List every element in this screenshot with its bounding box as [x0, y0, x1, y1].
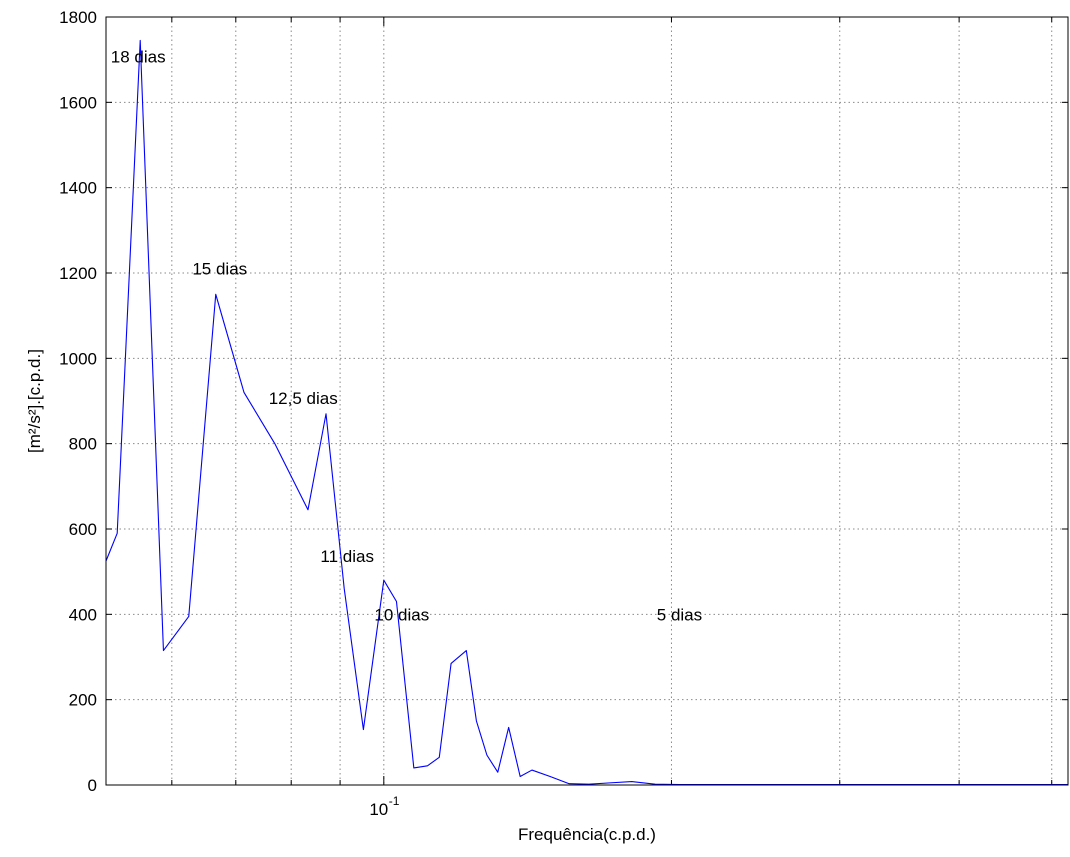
plot-frame [105, 16, 1069, 786]
y-axis-label: [m²/s²].[c.p.d.] [25, 349, 44, 453]
y-tick-label: 800 [69, 435, 97, 454]
x-tick-label: 10 [369, 800, 388, 819]
grid [106, 17, 1068, 785]
y-tick-label: 200 [69, 691, 97, 710]
y-tick-label: 1200 [59, 264, 97, 283]
x-tick-label-exponent: -1 [389, 794, 400, 808]
x-tick-labels: 10 -1 [369, 794, 399, 819]
y-tick-label: 1800 [59, 8, 97, 27]
annotation-label: 5 dias [657, 605, 702, 624]
annotation-label: 18 dias [111, 47, 166, 66]
annotation-label: 11 dias [320, 547, 374, 566]
y-tick-label: 1000 [59, 349, 97, 368]
y-tick-label: 400 [69, 605, 97, 624]
y-tick-label: 1600 [59, 93, 97, 112]
y-tick-label: 600 [69, 520, 97, 539]
x-axis-label: Frequência(c.p.d.) [518, 825, 656, 844]
annotation-label: 10 dias [374, 605, 429, 624]
y-tick-labels: 0 200 400 600 800 1000 1200 1400 1600 1800 [59, 8, 97, 795]
annotation-label: 12,5 dias [269, 389, 338, 408]
annotations: 18 dias 15 dias 12,5 dias 11 dias 10 dias 5 d… [111, 47, 702, 624]
y-tick-label: 1400 [59, 179, 97, 198]
annotation-label: 15 dias [192, 259, 247, 278]
y-tick-label: 0 [88, 776, 97, 795]
plot-area [106, 17, 1068, 785]
